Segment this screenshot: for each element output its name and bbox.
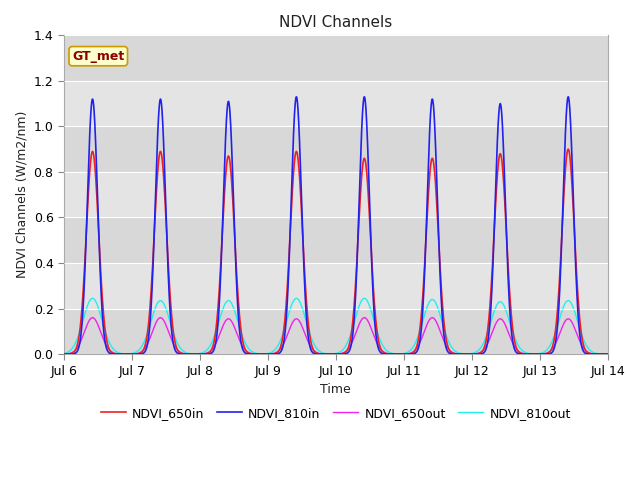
NDVI_810in — [268, 351, 276, 357]
Bar — [64, 217, 607, 263]
NDVI_810in — [387, 351, 394, 357]
NDVI_650in — [507, 308, 515, 313]
NDVI_810in — [466, 351, 474, 357]
NDVI_650in — [413, 341, 421, 347]
NDVI_650in — [466, 351, 474, 357]
NDVI_810out — [268, 349, 276, 355]
NDVI_650in — [60, 351, 68, 357]
NDVI_810in — [60, 351, 68, 357]
NDVI_810out — [466, 351, 474, 357]
Y-axis label: NDVI Channels (W/m2/nm): NDVI Channels (W/m2/nm) — [15, 111, 28, 278]
NDVI_650out — [508, 336, 515, 342]
NDVI_650in — [564, 146, 572, 152]
Bar — [64, 309, 607, 354]
X-axis label: Time: Time — [321, 383, 351, 396]
NDVI_810in — [159, 120, 166, 126]
Legend: NDVI_650in, NDVI_810in, NDVI_650out, NDVI_810out: NDVI_650in, NDVI_810in, NDVI_650out, NDV… — [96, 402, 576, 425]
Line: NDVI_810in: NDVI_810in — [64, 97, 607, 354]
NDVI_650in — [386, 351, 394, 357]
NDVI_810out — [60, 350, 68, 356]
Line: NDVI_650out: NDVI_650out — [64, 318, 607, 354]
Text: GT_met: GT_met — [72, 49, 124, 63]
NDVI_810out — [159, 299, 166, 305]
NDVI_810in — [508, 324, 515, 330]
Bar — [64, 36, 607, 81]
NDVI_810out — [508, 324, 515, 329]
NDVI_810out — [387, 350, 394, 356]
NDVI_650out — [466, 351, 474, 357]
NDVI_810out — [360, 295, 368, 301]
NDVI_810in — [604, 351, 611, 357]
NDVI_650in — [604, 351, 611, 357]
NDVI_650out — [159, 316, 166, 322]
Bar — [64, 263, 607, 309]
Bar — [64, 126, 607, 172]
Bar — [64, 172, 607, 217]
NDVI_650out — [360, 315, 368, 321]
NDVI_810out — [414, 335, 422, 340]
Bar — [64, 81, 607, 126]
Title: NDVI Channels: NDVI Channels — [279, 15, 392, 30]
NDVI_650out — [604, 351, 611, 357]
NDVI_650out — [268, 351, 276, 357]
NDVI_810in — [360, 94, 368, 100]
Line: NDVI_810out: NDVI_810out — [64, 298, 607, 354]
NDVI_650in — [268, 351, 276, 357]
NDVI_650out — [387, 351, 394, 357]
NDVI_650out — [414, 344, 422, 350]
NDVI_810in — [414, 347, 422, 353]
Line: NDVI_650in: NDVI_650in — [64, 149, 607, 354]
NDVI_650out — [60, 351, 68, 357]
NDVI_810out — [604, 351, 611, 357]
NDVI_650in — [159, 162, 166, 168]
